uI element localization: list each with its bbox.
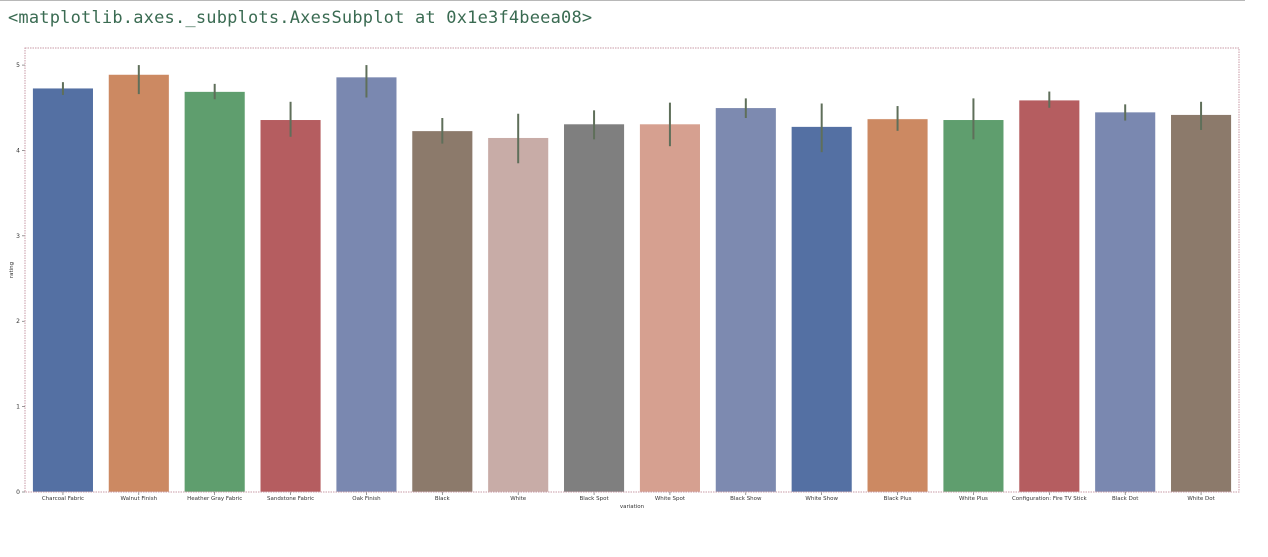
bar [563, 123, 625, 493]
bar [1094, 111, 1156, 493]
bar [259, 119, 322, 493]
x-tick-label: Sandstone Fabric [267, 496, 314, 502]
y-tick-label: 5 [16, 62, 20, 69]
x-tick-label: Black Spot [579, 496, 609, 502]
bar [942, 119, 1005, 493]
y-tick-label: 3 [16, 233, 20, 240]
x-tick-label: White [510, 496, 527, 502]
x-tick-label: Black Dot [1112, 496, 1139, 502]
x-tick-label: Oak Finish [352, 496, 381, 502]
x-tick-label: White Spot [655, 496, 686, 502]
bar [1018, 99, 1080, 493]
cell-output-text: <matplotlib.axes._subplots.AxesSubplot a… [8, 8, 593, 28]
x-tick-label: Heather Gray Fabric [187, 496, 242, 502]
cell-top-rule [0, 0, 1245, 1]
x-tick-label: Configuration: Fire TV Stick [1012, 496, 1088, 502]
bar [487, 137, 549, 493]
x-tick-label: Walnut Finish [121, 496, 158, 502]
plot-frame [24, 47, 1240, 493]
bar [715, 107, 777, 493]
bar [866, 118, 929, 493]
y-tick-label: 0 [16, 489, 20, 496]
x-tick-label: Charcoal Fabric [42, 496, 84, 502]
bar [32, 87, 94, 493]
bar [335, 76, 398, 493]
bar [411, 130, 473, 493]
x-tick-label: Black Show [730, 496, 762, 502]
bar [639, 123, 701, 493]
bar [791, 126, 853, 493]
y-axis-title: rating [9, 262, 15, 278]
x-tick-label: Black Plus [884, 496, 912, 502]
x-tick-label: White Show [805, 496, 838, 502]
y-tick-label: 4 [16, 147, 20, 154]
x-tick-label: White Dot [1187, 496, 1215, 502]
x-axis-title: variation [620, 504, 645, 510]
bar [1170, 114, 1232, 493]
x-tick-label: White Plus [959, 496, 988, 502]
bar [184, 91, 246, 493]
bar [108, 74, 170, 493]
y-tick-label: 1 [16, 404, 20, 411]
x-tick-label: Black [435, 496, 451, 502]
y-tick-label: 2 [16, 318, 20, 325]
